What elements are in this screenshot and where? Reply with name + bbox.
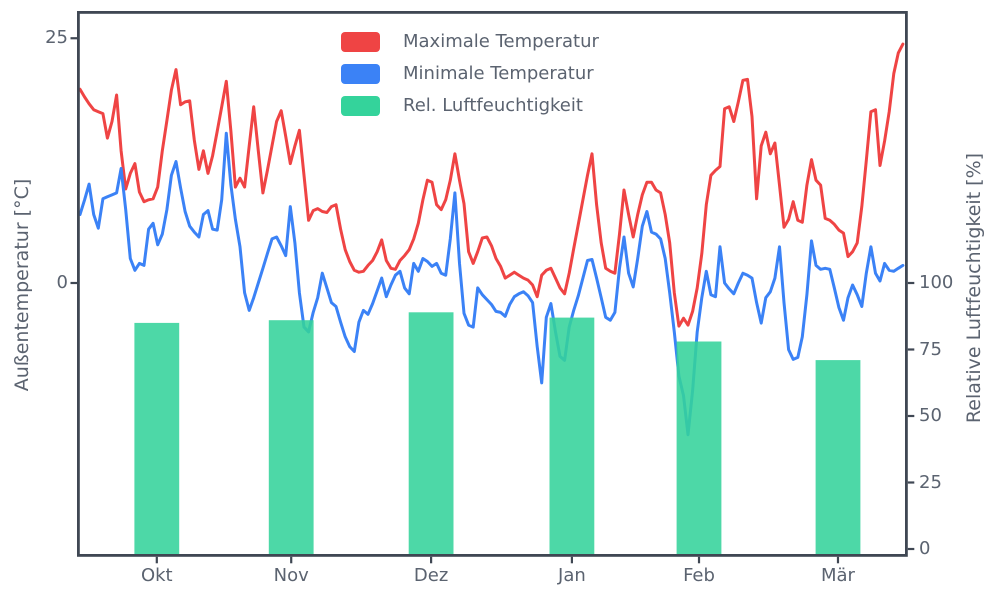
humidity-legend-label: Rel. Luftfeuchtigkeit xyxy=(403,95,583,116)
x-tick-label-Feb: Feb xyxy=(683,565,715,586)
min-temp-line xyxy=(78,131,905,437)
x-tick-label-Jan: Jan xyxy=(558,565,586,586)
right-tick-label-25: 25 xyxy=(919,471,942,493)
legend: Maximale Temperatur Minimale Temperatur … xyxy=(341,31,599,116)
right-tick-label-100: 100 xyxy=(919,272,954,293)
legend-row-max-temp: Maximale Temperatur xyxy=(341,31,599,52)
humidity-bar-Jan xyxy=(549,317,595,556)
max-temp-line xyxy=(78,42,905,328)
right-tick-label-75: 75 xyxy=(919,338,942,360)
left-tick-label-25: 25 xyxy=(45,27,68,49)
min-temp-legend-label: Minimale Temperatur xyxy=(403,63,594,84)
x-tick-label-Nov: Nov xyxy=(273,565,309,586)
x-tick-label-Dez: Dez xyxy=(413,565,449,586)
x-tick-label-Mär: Mär xyxy=(821,565,855,586)
left-tick-label-0: 0 xyxy=(56,272,68,293)
plot-border xyxy=(77,10,908,557)
humidity-bar-Feb xyxy=(676,341,722,556)
humidity-bar-Okt xyxy=(134,322,180,556)
humidity-bar-Mär xyxy=(815,360,861,556)
right-tick-label-0: 0 xyxy=(919,538,931,559)
max-temp-legend-label: Maximale Temperatur xyxy=(403,31,599,52)
humidity-swatch-icon xyxy=(341,95,380,116)
x-tick-label-Okt: Okt xyxy=(140,565,173,586)
legend-row-min-temp: Minimale Temperatur xyxy=(341,63,599,84)
humidity-bar-Dez xyxy=(408,312,454,556)
legend-row-humidity: Rel. Luftfeuchtigkeit xyxy=(341,95,599,116)
humidity-bar-Nov xyxy=(268,320,314,556)
min-temp-swatch-icon xyxy=(341,63,380,84)
max-temp-swatch-icon xyxy=(341,31,380,52)
right-tick-label-50: 50 xyxy=(919,405,942,426)
